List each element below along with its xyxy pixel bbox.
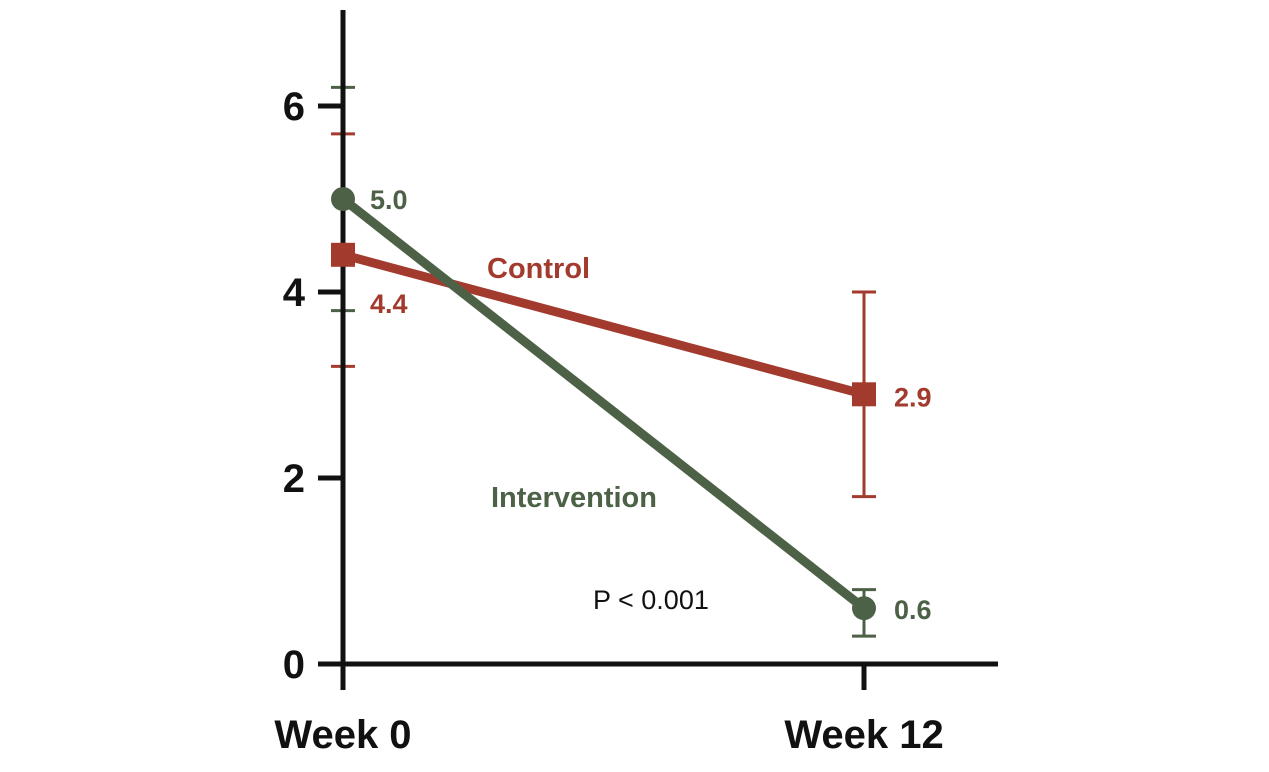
x-tick-label-week-0: Week 0 (274, 713, 411, 757)
series-label-control: Control (487, 253, 590, 285)
labels: Control Intervention P < 0.001 4.4 2.9 5.0… (370, 185, 932, 625)
series-markers (331, 187, 876, 621)
data-label-intervention-0: 5.0 (370, 185, 408, 215)
marker-intervention-0 (331, 187, 355, 211)
series-lines (340, 195, 867, 612)
p-value-annotation: P < 0.001 (593, 585, 709, 615)
series-line-control (341, 250, 866, 399)
axes (340, 10, 998, 667)
y-tick-label-2: 2 (283, 457, 305, 501)
y-tick-label-6: 6 (283, 85, 305, 129)
series-line-intervention (340, 195, 867, 612)
data-label-control-1: 2.9 (894, 382, 932, 412)
y-tick-label-4: 4 (283, 271, 306, 315)
data-label-control-0: 4.4 (370, 289, 408, 319)
y-tick-label-0: 0 (283, 643, 305, 687)
x-tick-label-week-12: Week 12 (784, 713, 943, 757)
marker-control-0 (331, 242, 355, 267)
series-label-intervention: Intervention (491, 482, 657, 514)
ticks: 0 2 4 6 Week 0 Week 12 (274, 85, 943, 757)
data-label-intervention-1: 0.6 (894, 595, 932, 625)
marker-intervention-1 (852, 596, 876, 621)
marker-control-1 (852, 382, 876, 407)
